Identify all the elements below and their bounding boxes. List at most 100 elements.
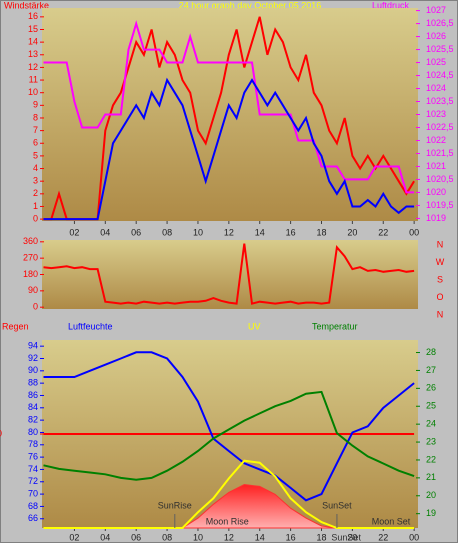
annotation: SunSet [331,532,361,542]
compass-label: S [437,274,443,284]
chart-title: 24 hour graph day October 05 2016 [179,0,322,10]
y-tick-label: 7 [33,125,38,135]
y-tick-label: 22 [426,454,436,464]
y-tick-label: 1023,5 [426,96,454,106]
annotation: Moon Set [372,516,411,526]
series-line [43,77,415,221]
series-line [43,390,415,481]
y-tick-label: 72 [28,476,38,486]
x-tick-label: 20 [347,532,357,542]
x-tick-label: 16 [286,227,296,237]
annotation: SunRise [158,500,192,510]
y-tick-label: 82 [28,415,38,425]
y-tick-label: 5 [33,150,38,160]
y-tick-label: 90 [28,365,38,375]
y-tick-label: 74 [28,464,38,474]
annotation: Moon Rise [206,516,249,526]
y-tick-label: 1026,5 [426,18,454,28]
compass-label: W [436,257,445,267]
x-tick-label: 20 [347,227,357,237]
y-tick-label: 66 [28,513,38,523]
y-tick-label: 80 [28,427,38,437]
x-tick-label: 04 [100,227,110,237]
pressure-label: Luftdruck [372,0,410,10]
x-tick-label: 12 [224,532,234,542]
y-tick-label: 1023 [426,109,446,119]
y-tick-label: 26 [426,383,436,393]
y-tick-label: 24 [426,419,436,429]
plot-area [42,8,418,221]
compass-label: O [436,292,443,302]
x-tick-label: 14 [255,532,265,542]
x-tick-label: 16 [286,532,296,542]
y-tick-label: 1020 [426,187,446,197]
y-tick-label: 9 [33,100,38,110]
y-tick-label: 28 [426,347,436,357]
y-tick-label: 13 [28,49,38,59]
y-tick-label: 14 [28,37,38,47]
legend-label: Regen [2,321,29,331]
compass-label: N [437,309,444,319]
x-tick-label: 12 [224,227,234,237]
y-tick-label: 10 [28,87,38,97]
x-tick-label: 02 [69,532,79,542]
y-tick-label: 1024,5 [426,70,454,80]
y-tick-label: 270 [23,253,38,263]
y-tick-label: 180 [23,269,38,279]
y-tick-label: 15 [28,24,38,34]
y-tick-label: 6 [33,138,38,148]
x-tick-label: 10 [193,227,203,237]
y-tick-label: 1024 [426,83,446,93]
series-line [43,243,415,305]
y-tick-label: 12 [28,62,38,72]
legend-label: Luftfeuchte [68,321,113,331]
legend-label: UV [248,321,261,331]
y-tick-label: 1027 [426,5,446,15]
y-tick-label: 88 [28,378,38,388]
y-tick-label: 1021,5 [426,148,454,158]
x-tick-label: 18 [316,532,326,542]
y-tick-label: 1026 [426,31,446,41]
series-line [43,20,415,194]
x-tick-label: 02 [69,227,79,237]
y-tick-label: 94 [28,341,38,351]
wind-label: Windstärke [4,0,49,10]
y-tick-label: 70 [28,488,38,498]
compass-label: N [437,239,444,249]
y-tick-label: 23 [426,436,436,446]
y-tick-label: 1021 [426,161,446,171]
y-tick-label: 25 [426,401,436,411]
x-tick-label: 08 [162,532,172,542]
x-tick-label: 06 [131,227,141,237]
x-tick-label: 18 [316,227,326,237]
y-tick-label: 92 [28,353,38,363]
y-tick-label: 8 [33,112,38,122]
y-tick-label: 4 [33,163,38,173]
x-tick-label: 08 [162,227,172,237]
y-tick-label: 19 [426,508,436,518]
y-tick-label: 360 [23,236,38,246]
x-tick-label: 00 [409,227,419,237]
y-tick-label: 3 [33,176,38,186]
y-tick-label: 86 [28,390,38,400]
x-tick-label: 10 [193,532,203,542]
y-tick-label: 68 [28,501,38,511]
y-tick-label: 16 [28,11,38,21]
x-tick-label: 04 [100,532,110,542]
y-tick-label: 90 [28,285,38,295]
y-tick-label: 0 [0,428,2,438]
y-tick-label: 0 [33,213,38,223]
y-tick-label: 78 [28,439,38,449]
series-line [43,16,415,221]
legend-label: Temperatur [312,321,358,331]
y-tick-label: 1025 [426,57,446,67]
x-tick-label: 22 [378,532,388,542]
x-tick-label: 14 [255,227,265,237]
y-tick-label: 11 [29,74,38,84]
series-line [43,459,415,529]
y-tick-label: 1025,5 [426,44,454,54]
y-tick-label: 1 [33,201,38,211]
y-tick-label: 1019 [426,213,446,223]
x-tick-label: 00 [409,532,419,542]
y-tick-label: 27 [426,365,436,375]
